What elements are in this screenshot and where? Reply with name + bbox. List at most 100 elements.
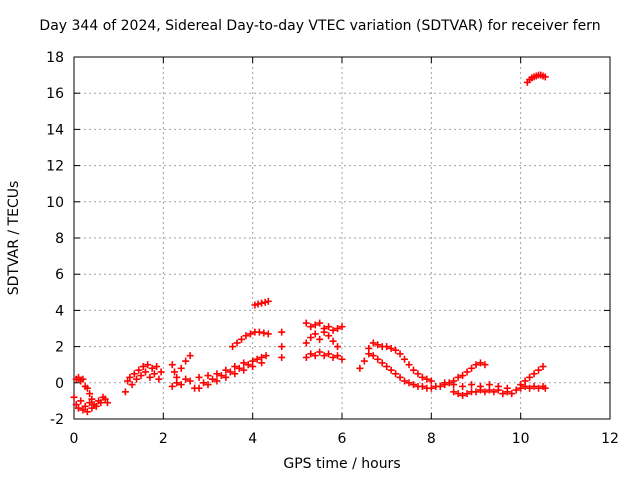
grid-lines (74, 57, 610, 419)
data-point (541, 384, 549, 392)
data-point (387, 366, 395, 374)
data-point (334, 352, 342, 360)
data-point (104, 399, 111, 407)
data-point (168, 361, 176, 369)
data-point (233, 339, 241, 347)
data-point (242, 332, 250, 340)
data-point (427, 377, 435, 385)
data-point (217, 372, 225, 380)
data-point (418, 373, 426, 381)
y-tick-label: 2 (55, 340, 64, 356)
data-point (490, 388, 498, 396)
data-point (254, 300, 262, 308)
data-point (204, 372, 212, 380)
data-point (144, 361, 152, 369)
y-tick-label: -2 (50, 412, 64, 428)
data-point (148, 364, 156, 372)
data-point (246, 330, 254, 338)
data-point (124, 377, 132, 385)
y-tick-label: 8 (55, 231, 64, 247)
data-point (121, 388, 129, 396)
data-point (503, 384, 511, 392)
data-point (374, 341, 382, 349)
data-point (468, 381, 476, 389)
data-point (240, 359, 248, 367)
axis-ticks: 0 2 4 6 8 10 12 -2 0 2 4 6 8 10 12 14 16 18 (46, 50, 619, 447)
data-point (238, 335, 245, 343)
data-point (369, 352, 377, 360)
data-point (262, 352, 270, 360)
data-point (278, 343, 286, 351)
data-point (365, 350, 373, 358)
data-point (88, 404, 96, 412)
data-point (541, 73, 549, 81)
data-point (476, 382, 484, 390)
data-point (101, 395, 109, 403)
data-point (135, 366, 143, 374)
data-point (409, 366, 417, 374)
data-point (260, 329, 268, 337)
data-point (81, 402, 89, 410)
data-point (195, 373, 203, 381)
data-point (499, 390, 507, 398)
data-point (320, 352, 328, 360)
data-point (177, 364, 185, 372)
data-point (539, 363, 547, 371)
data-point (329, 353, 337, 361)
data-point (401, 377, 409, 385)
data-points (70, 71, 549, 416)
data-point (311, 352, 319, 360)
data-point (278, 328, 286, 336)
x-tick-label: 4 (248, 431, 257, 447)
x-tick-label: 10 (512, 431, 530, 447)
data-point (133, 375, 141, 383)
data-point (512, 386, 520, 394)
data-point (535, 366, 543, 374)
data-point (186, 352, 194, 360)
data-point (405, 361, 413, 369)
data-point (264, 297, 272, 305)
data-point (86, 399, 94, 407)
y-tick-label: 14 (46, 122, 64, 138)
data-point (472, 361, 480, 369)
data-point (278, 353, 286, 361)
data-point (128, 381, 136, 389)
data-point (302, 353, 310, 361)
data-point (79, 406, 87, 414)
data-point (316, 348, 324, 356)
data-point (476, 359, 484, 367)
data-point (454, 390, 462, 398)
data-point (92, 402, 100, 410)
data-point (255, 328, 263, 336)
data-point (463, 368, 471, 376)
data-point (329, 326, 337, 334)
data-point (459, 391, 467, 399)
data-point (231, 363, 239, 371)
data-point (208, 375, 216, 383)
data-point (141, 368, 149, 376)
x-axis-label: GPS time / hours (283, 456, 401, 472)
data-point (235, 364, 243, 372)
data-point (494, 382, 502, 390)
data-point (325, 332, 333, 340)
data-point (369, 339, 377, 347)
data-point (253, 355, 261, 363)
data-point (168, 382, 176, 390)
data-point (311, 330, 319, 338)
data-point (472, 388, 480, 396)
data-point (83, 384, 91, 392)
y-tick-label: 12 (46, 159, 64, 175)
y-tick-label: 16 (46, 86, 64, 102)
data-point (200, 379, 208, 387)
x-tick-label: 6 (338, 431, 347, 447)
data-point (258, 359, 266, 367)
data-point (240, 366, 248, 374)
data-point (356, 364, 364, 372)
data-point (79, 375, 87, 383)
data-point (481, 361, 489, 369)
data-point (229, 343, 237, 351)
data-point (325, 323, 333, 331)
y-tick-label: 18 (46, 50, 64, 66)
data-point (307, 323, 315, 331)
